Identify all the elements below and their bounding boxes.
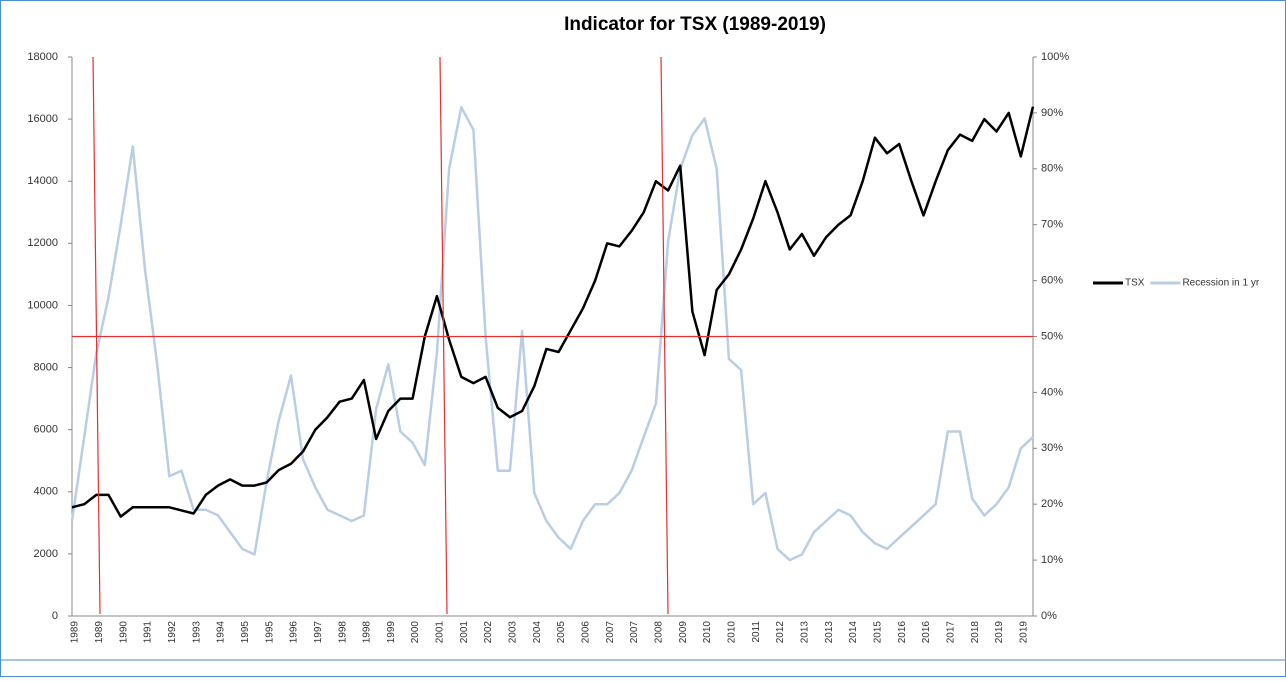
legend-label: TSX [1125,278,1145,289]
y-tick-label: 2000 [34,548,58,560]
x-tick-label: 1989 [70,621,81,644]
vertical-marker [92,56,101,615]
x-tick-label: 2018 [970,621,981,644]
y-tick-label: 12000 [27,237,58,249]
x-tick-label: 2009 [678,621,689,644]
y2-tick-label: 70% [1041,219,1063,231]
x-tick-label: 2013 [824,621,835,644]
vertical-marker [439,56,448,615]
y2-tick-label: 60% [1041,275,1063,287]
y-tick-label: 18000 [27,51,58,63]
x-tick-label: 1996 [289,621,300,644]
x-tick-label: 1995 [240,621,251,644]
y2-tick-label: 10% [1041,554,1063,566]
x-tick-label: 2011 [751,621,762,643]
x-tick-label: 2010 [702,621,713,644]
plot [70,106,1035,562]
y2-tick-label: 0% [1041,610,1057,622]
x-tick-label: 1997 [313,621,324,644]
x-tick-label: 2013 [800,621,811,644]
x-tick-label: 2016 [921,621,932,644]
x-tick-label: 2002 [483,621,494,644]
legend-label: Recession in 1 yr [1182,278,1259,289]
y2-tick-label: 50% [1041,330,1063,342]
x-tick-label: 1991 [143,621,154,644]
y2-tick-label: 80% [1041,163,1063,175]
y2-tick-label: 40% [1041,386,1063,398]
x-tick-label: 2008 [654,621,665,644]
x-tick-label: 1993 [191,621,202,644]
x-tick-label: 2014 [848,621,859,644]
y2-tick-label: 90% [1041,107,1063,119]
chart-title: Indicator for TSX (1989-2019) [564,14,826,35]
y-tick-label: 10000 [27,299,58,311]
x-tick-label: 2019 [1018,621,1029,644]
x-tick-label: 2016 [897,621,908,644]
x-tick-label: 2003 [508,621,519,644]
y-tick-label: 8000 [34,361,58,373]
x-tick-label: 1994 [216,621,227,644]
x-tick-label: 1989 [94,621,105,644]
x-tick-label: 1998 [337,621,348,644]
x-tick-label: 1995 [264,621,275,644]
x-tick-label: 2000 [410,621,421,644]
x-tick-label: 2001 [435,621,446,644]
x-tick-label: 2004 [532,621,543,644]
series-line [70,106,1034,562]
x-tick-label: 2012 [775,621,786,644]
y2-tick-label: 20% [1041,498,1063,510]
x-tick-label: 2005 [556,621,567,644]
x-tick-label: 1990 [118,621,129,644]
x-tick-label: 2015 [873,621,884,644]
x-tick-label: 2017 [945,621,956,644]
x-tick-label: 2007 [629,621,640,644]
y-tick-label: 0 [52,610,58,622]
x-tick-label: 1999 [386,621,397,644]
x-tick-label: 2010 [727,621,738,644]
x-tick-label: 2001 [459,621,470,644]
x-tick-label: 2019 [994,621,1005,644]
series-line [71,106,1035,518]
x-tick-label: 2007 [605,621,616,644]
vertical-marker [660,56,669,615]
y-tick-label: 14000 [27,175,58,187]
x-tick-label: 1992 [167,621,178,644]
x-tick-label: 2006 [581,621,592,644]
y-tick-label: 16000 [27,113,58,125]
y2-tick-label: 100% [1041,51,1069,63]
y-tick-label: 6000 [34,424,58,436]
x-tick-label: 1998 [362,621,373,644]
y-tick-label: 4000 [34,486,58,498]
y2-tick-label: 30% [1041,442,1063,454]
